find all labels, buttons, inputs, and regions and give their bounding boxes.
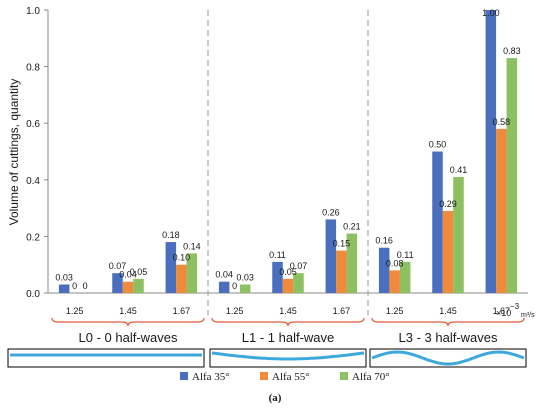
bar <box>112 273 123 293</box>
bar <box>186 253 198 293</box>
y-tick-label: 0.4 <box>26 176 40 187</box>
bar <box>218 281 230 293</box>
legend-label: Alfa 35° <box>192 371 230 383</box>
bar <box>346 233 358 293</box>
legend-swatch <box>340 372 348 380</box>
group-brackets: L0 - 0 half-waves L1 - 1 half-wave L3 - 3 … <box>51 317 525 345</box>
bar-value-label: 0 <box>72 281 77 291</box>
wave-line <box>371 350 525 366</box>
wave-line <box>211 351 365 361</box>
bar-value-label: 0.05 <box>279 267 297 277</box>
bar-value-label: 0.14 <box>183 241 201 251</box>
bar <box>58 284 70 293</box>
bar-value-label: 0.03 <box>55 273 73 283</box>
group-label: L0 - 0 half-waves <box>79 330 178 345</box>
bar-value-label: 0.11 <box>269 250 286 260</box>
bar-value-label: 0.04 <box>215 270 233 280</box>
legend: Alfa 35° Alfa 55° Alfa 70° <box>180 371 390 383</box>
bar-value-label: 0.10 <box>173 253 191 263</box>
bar-value-label: 0.11 <box>397 250 414 260</box>
y-tick-label: 1.0 <box>26 6 40 17</box>
bar-value-label: 0.26 <box>322 207 340 217</box>
x-tick-label: 1.45 <box>439 306 457 316</box>
bars <box>58 10 518 293</box>
bar <box>485 10 497 293</box>
bar <box>442 210 454 293</box>
legend-swatch <box>180 372 188 380</box>
group-bracket <box>371 317 525 327</box>
x-tick-label: 1.67 <box>333 306 351 316</box>
bar <box>399 261 411 293</box>
bar-value-label: 0.07 <box>109 261 127 271</box>
wave-box <box>7 348 205 368</box>
x-tick-label: 1.45 <box>119 306 137 316</box>
bar <box>453 176 464 293</box>
bar-value-label: 0.07 <box>290 261 308 271</box>
bar-value-label: 0.58 <box>493 117 511 127</box>
y-tick-label: 0.2 <box>26 232 40 243</box>
bar <box>496 128 507 293</box>
bar-value-label: 0.50 <box>429 140 447 150</box>
bar <box>133 278 144 293</box>
y-tick-label: 0.0 <box>26 289 40 300</box>
bar <box>506 58 518 293</box>
bar-value-label: 0.08 <box>386 258 404 268</box>
legend-label: Alfa 55° <box>272 371 310 383</box>
group-separators <box>207 10 369 315</box>
bar-value-label: 0.05 <box>130 267 148 277</box>
x-tick-labels: 1.25 1.45 1.67 1.25 1.45 1.67 1.25 1.45 1.67 <box>66 306 510 316</box>
group-bracket <box>211 317 365 327</box>
bar-value-label: 0.83 <box>503 46 521 56</box>
bar-value-label: 0.04 <box>119 270 137 280</box>
bar-value-labels: 0.030 00.070.040.050.180.100.140.0400.030… <box>55 8 520 291</box>
bar <box>272 261 283 293</box>
x-unit-exponent: −3 <box>510 302 520 311</box>
group-label: L1 - 1 half-wave <box>242 330 335 345</box>
bar-value-label: 0.18 <box>162 230 180 240</box>
bar-value-label: 1.00 <box>482 8 500 18</box>
bar-value-label: 0 <box>83 281 88 291</box>
group-label: L3 - 3 half-waves <box>399 330 498 345</box>
bar <box>378 247 390 293</box>
bar <box>165 242 177 293</box>
x-tick-label: 1.67 <box>493 306 511 316</box>
x-unit: m³/s <box>521 312 535 319</box>
legend-swatch <box>260 372 268 380</box>
y-tick-label: 0.6 <box>26 119 40 130</box>
bar-value-label: 0.15 <box>333 239 351 249</box>
bar <box>336 250 347 293</box>
x-tick-label: 1.25 <box>386 306 404 316</box>
bar-value-label: 0.16 <box>375 236 393 246</box>
legend-label: Alfa 70° <box>352 371 390 383</box>
y-tick-label: 0.8 <box>26 63 40 74</box>
bar-value-label: 0 <box>232 281 237 291</box>
bar <box>122 281 134 293</box>
bar <box>432 151 443 293</box>
bar <box>282 278 294 293</box>
figure-caption: (a) <box>269 392 282 404</box>
bar-value-label: 0.29 <box>439 199 457 209</box>
x-tick-label: 1.25 <box>226 306 244 316</box>
wave-diagrams <box>7 348 527 368</box>
x-tick-label: 1.45 <box>279 306 297 316</box>
x-unit-prefix: ×10 <box>496 308 511 318</box>
group-bracket <box>51 317 205 327</box>
bar-value-label: 0.21 <box>343 222 361 232</box>
bar <box>239 284 251 293</box>
bar <box>176 264 187 293</box>
bar-value-label: 0.03 <box>236 273 254 283</box>
bar <box>293 273 304 293</box>
x-tick-label: 1.25 <box>66 306 84 316</box>
bar <box>325 219 337 293</box>
bar <box>389 270 400 293</box>
x-tick-label: 1.67 <box>173 306 191 316</box>
y-axis-title: Volume of cuttings, quantity <box>7 79 21 226</box>
bar-value-label: 0.41 <box>450 165 468 175</box>
